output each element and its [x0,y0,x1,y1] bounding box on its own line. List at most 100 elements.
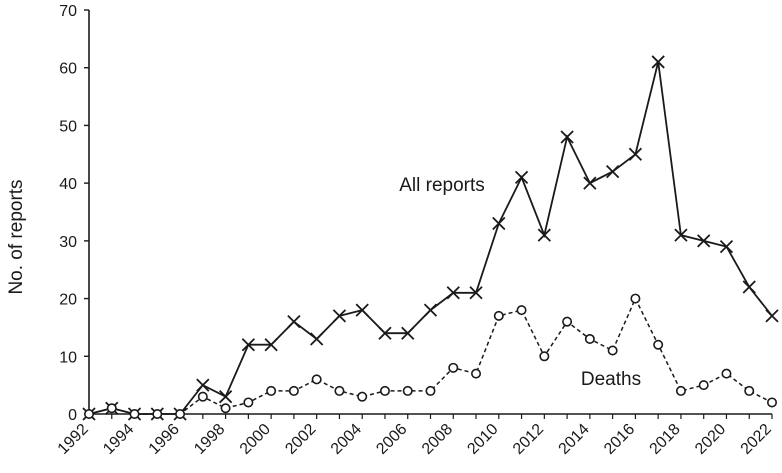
x-tick-label: 2000 [237,421,274,458]
x-tick-label: 1998 [191,421,228,458]
y-axis-title: No. of reports [6,179,27,294]
data-point-deaths [243,397,254,408]
data-point-deaths [402,385,413,396]
data-point-all-reports [287,315,301,329]
data-point-deaths [311,374,322,385]
data-point-deaths [152,408,163,419]
series-label-all-reports: All reports [399,175,485,196]
x-marker-stroke [401,326,415,340]
data-point-deaths [766,397,777,408]
x-marker-stroke [378,326,392,340]
x-marker-stroke [218,390,233,404]
x-marker-stroke [446,286,460,300]
data-point-deaths [516,305,527,316]
x-tick-label: 1992 [55,421,92,458]
data-point-deaths [630,293,641,304]
data-point-deaths [334,385,345,396]
x-tick-label: 1996 [146,421,183,458]
data-point-all-reports [605,164,620,179]
series-label-deaths: Deaths [581,369,641,390]
x-marker-stroke [423,303,438,317]
data-point-deaths [266,385,277,396]
x-marker-stroke [628,147,643,161]
data-point-deaths [493,310,504,321]
x-marker-stroke [287,315,301,329]
y-tick-label: 70 [59,3,77,20]
x-tick-label: 2016 [601,421,638,458]
series-layer [82,55,779,421]
data-point-all-reports [560,130,574,144]
data-point-all-reports [401,326,415,340]
x-tick-label: 2022 [738,421,775,458]
series-all-reports [82,55,779,421]
x-marker-stroke [241,338,256,352]
x-marker-stroke [332,309,347,323]
data-point-all-reports [514,170,529,185]
data-point-deaths [584,333,595,344]
x-marker-stroke [310,332,324,346]
x-tick-label: 2020 [692,421,729,458]
data-point-all-reports [218,390,233,404]
data-point-deaths [562,316,573,327]
data-point-deaths [675,385,686,396]
y-tick-label: 60 [59,61,77,78]
data-point-all-reports [310,332,324,346]
data-point-all-reports [469,286,483,300]
series-deaths [84,293,777,419]
data-point-deaths [197,391,208,402]
x-marker-stroke [514,170,529,185]
y-tick-label: 0 [68,407,77,424]
x-marker-stroke [469,286,483,300]
x-tick-label: 2014 [556,421,593,458]
series-line-all-reports [88,61,773,415]
data-point-deaths [357,391,368,402]
y-tick-label: 40 [59,176,77,193]
x-marker-stroke [651,55,665,69]
x-marker-stroke [355,303,369,317]
data-point-deaths [425,385,436,396]
x-marker-stroke [196,378,210,392]
x-marker-stroke [674,228,688,242]
y-tick-label: 20 [59,292,77,309]
data-point-all-reports [719,239,734,254]
x-marker-stroke [765,309,779,323]
x-tick-label: 2002 [282,421,319,458]
data-point-deaths [744,385,755,396]
x-tick-label: 2018 [647,421,684,458]
data-point-all-reports [264,338,278,352]
x-tick-label: 2012 [510,421,547,458]
x-marker-stroke [560,130,574,144]
data-point-all-reports [742,280,756,294]
data-point-deaths [288,385,299,396]
data-point-deaths [106,403,117,414]
data-point-deaths [379,385,390,396]
data-point-deaths [471,368,482,379]
data-point-deaths [607,345,618,356]
data-point-deaths [698,380,709,391]
data-point-deaths [653,339,664,350]
data-point-all-reports [651,55,665,69]
x-marker-stroke [492,216,506,231]
data-point-deaths [721,368,732,379]
x-marker-stroke [742,280,756,294]
data-point-all-reports [537,228,551,242]
x-tick-label: 2010 [464,421,501,458]
series-line-deaths [88,296,773,415]
data-point-all-reports [355,303,369,317]
y-tick-label: 10 [59,349,77,366]
x-marker-stroke [697,234,711,248]
x-tick-label: 2004 [328,421,365,458]
data-point-all-reports [423,303,438,317]
x-marker-stroke [264,338,278,352]
x-marker-stroke [537,228,551,242]
data-point-all-reports [241,338,256,352]
x-marker-stroke [605,164,620,179]
data-point-deaths [129,408,140,419]
data-point-all-reports [583,176,597,190]
data-point-deaths [448,362,459,373]
data-point-all-reports [446,286,460,300]
data-point-all-reports [492,216,506,231]
y-tick-label: 30 [59,234,77,251]
data-point-deaths [539,351,550,362]
